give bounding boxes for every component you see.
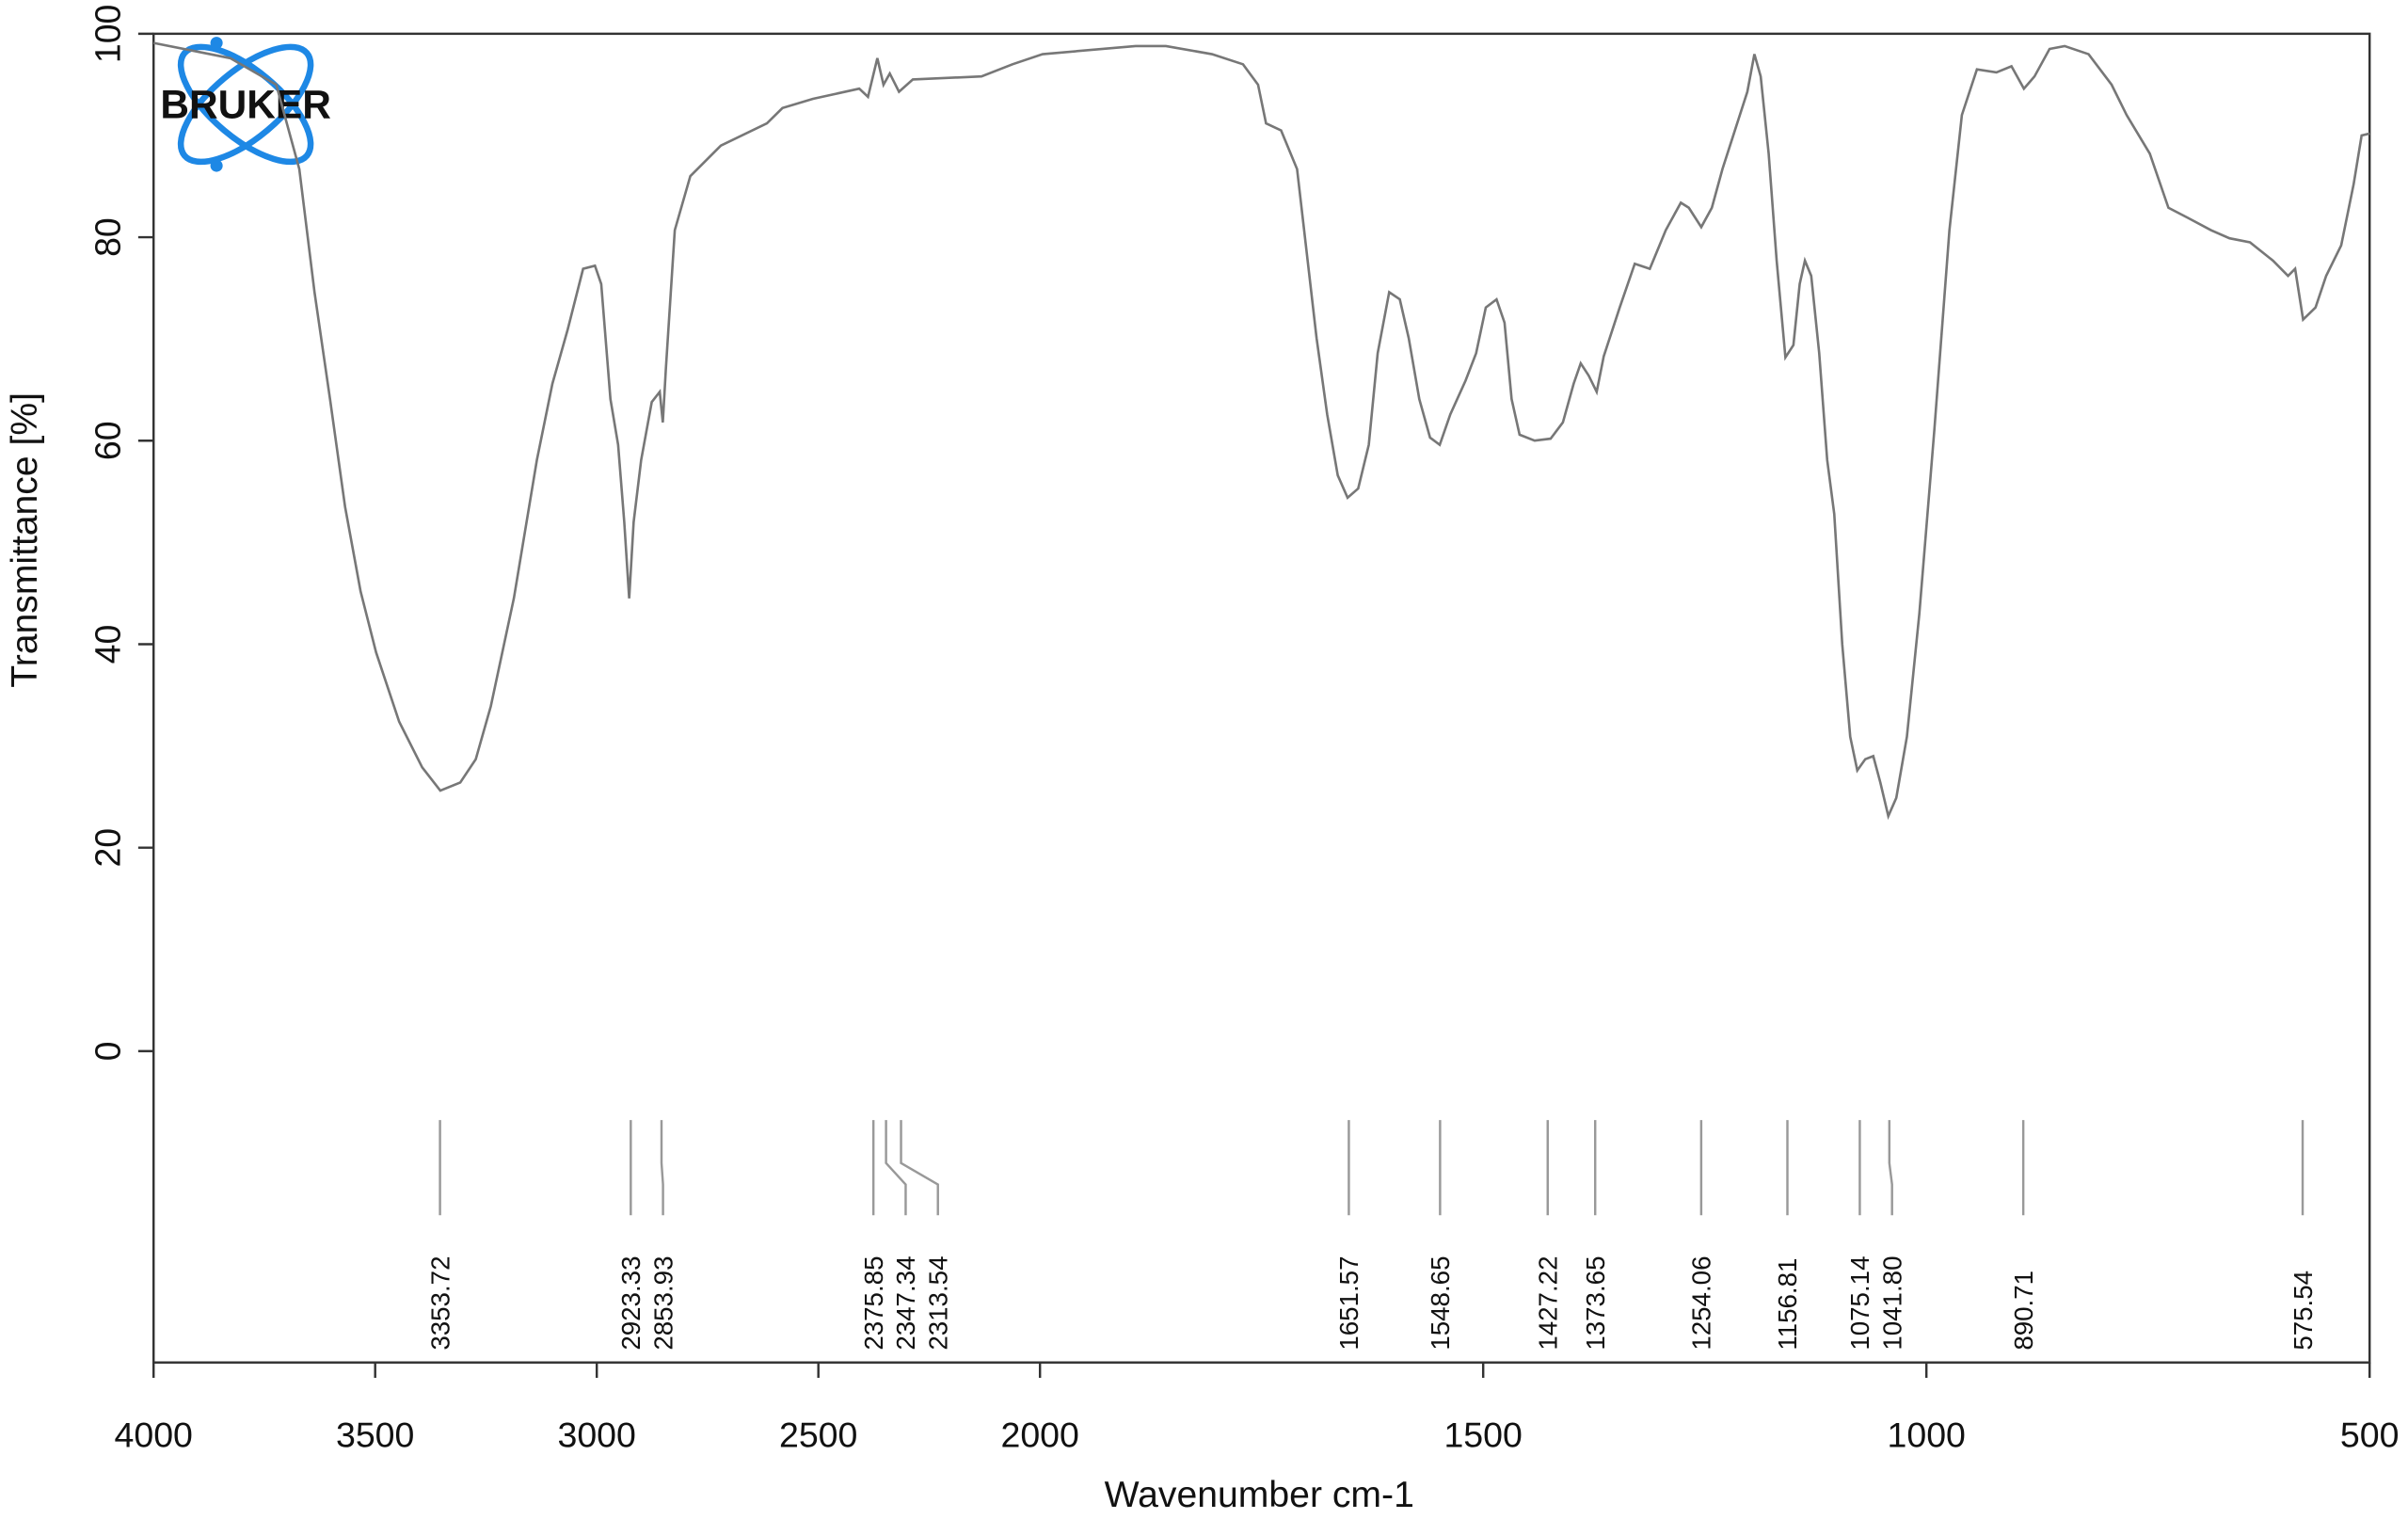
peak-label: 1041.80 xyxy=(1877,1256,1906,1351)
peak-label: 2853.93 xyxy=(648,1256,678,1351)
peak-label: 1156.81 xyxy=(1773,1258,1802,1351)
logo-dot xyxy=(210,37,223,50)
x-tick-label: 4000 xyxy=(114,1415,192,1454)
plot-frame xyxy=(151,32,2371,1364)
y-tick-label: 20 xyxy=(88,828,127,868)
peak-marker xyxy=(660,1120,664,1216)
y-tick-label: 0 xyxy=(88,1041,127,1061)
y-axis-title: Transmittance [%] xyxy=(5,392,45,688)
x-tick-label: 3500 xyxy=(336,1415,414,1454)
x-tick-label: 2000 xyxy=(1000,1415,1078,1454)
y-tick-label: 60 xyxy=(88,421,127,460)
logo-text: BRUKER xyxy=(160,83,331,127)
logo-dot xyxy=(210,159,223,172)
y-tick-label: 100 xyxy=(88,5,127,64)
x-tick-label: 500 xyxy=(2340,1415,2400,1454)
peak-label: 890.71 xyxy=(2009,1271,2038,1351)
peak-label: 2375.85 xyxy=(859,1256,888,1351)
peak-label: 3353.72 xyxy=(425,1256,454,1351)
peak-label: 2347.34 xyxy=(891,1256,920,1351)
x-tick-label: 3000 xyxy=(557,1415,635,1454)
x-tick-label: 1000 xyxy=(1887,1415,1965,1454)
peak-marker xyxy=(1888,1120,1893,1216)
logo-orbit xyxy=(177,43,314,166)
peak-label: 2923.33 xyxy=(616,1256,646,1351)
x-tick-label: 2500 xyxy=(779,1415,857,1454)
peak-label: 1373.65 xyxy=(1581,1256,1610,1351)
spectrum-line xyxy=(152,41,2370,821)
y-tick-label: 40 xyxy=(88,625,127,664)
peak-marker xyxy=(900,1120,939,1216)
peak-label: 1075.14 xyxy=(1845,1256,1874,1351)
x-axis-title: Wavenumber cm-1 xyxy=(1105,1475,1414,1515)
peak-label: 1651.57 xyxy=(1334,1256,1363,1351)
peak-label: 575.54 xyxy=(2288,1271,2318,1351)
peak-label: 2313.54 xyxy=(923,1256,952,1351)
peak-marker xyxy=(885,1120,907,1216)
peak-label: 1548.65 xyxy=(1426,1256,1455,1351)
peak-label: 1427.22 xyxy=(1533,1256,1562,1351)
logo: BRUKER xyxy=(160,37,331,172)
y-tick-label: 80 xyxy=(88,217,127,257)
x-tick-label: 1500 xyxy=(1443,1415,1522,1454)
peak-label: 1254.06 xyxy=(1687,1256,1716,1351)
